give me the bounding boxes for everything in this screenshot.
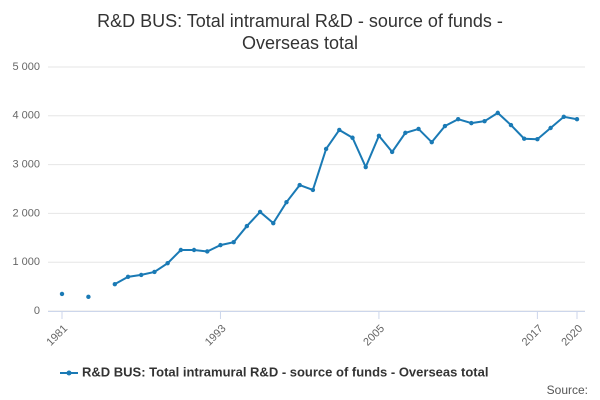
y-tick-label: 4 000: [12, 110, 40, 122]
point: [139, 272, 144, 278]
x-tick-label: 2005: [361, 323, 387, 349]
point: [165, 260, 170, 266]
point: [244, 223, 250, 229]
point: [350, 135, 355, 140]
x-tick-label: 1981: [44, 323, 70, 349]
y-tick-label: 0: [34, 305, 40, 317]
point: [152, 269, 157, 275]
series-line: [114, 111, 578, 286]
point: [86, 294, 91, 300]
y-tick-label: 3 000: [12, 159, 40, 171]
point: [112, 281, 118, 287]
point: [297, 182, 302, 188]
point: [561, 114, 566, 119]
point: [548, 125, 553, 131]
point: [403, 130, 408, 136]
point: [574, 117, 580, 122]
point: [363, 164, 368, 170]
point: [455, 117, 461, 122]
point: [521, 136, 527, 141]
legend-label: R&D BUS: Total intramural R&D - source o…: [82, 364, 488, 379]
point: [389, 149, 395, 155]
chart-title: R&D BUS: Total intramural R&D - source o…: [97, 11, 503, 53]
point: [284, 199, 289, 205]
point: [482, 118, 487, 124]
point: [495, 110, 500, 116]
point: [535, 137, 540, 142]
point: [442, 123, 448, 129]
point: [337, 127, 342, 133]
y-tick-label: 1 000: [12, 256, 40, 268]
point: [59, 291, 65, 297]
point: [271, 220, 276, 226]
source: Source:: [547, 383, 588, 397]
y-tick-label: 5 000: [12, 61, 40, 73]
point: [125, 274, 131, 280]
point: [205, 249, 210, 254]
point: [178, 247, 184, 253]
x-tick-label: 2017: [520, 323, 546, 349]
point: [231, 239, 236, 245]
point: [508, 122, 514, 128]
point: [429, 139, 434, 145]
point: [323, 146, 329, 152]
point: [257, 209, 263, 215]
point: [310, 187, 316, 193]
point: [376, 133, 382, 139]
y-tick-label: 2 000: [12, 207, 40, 219]
legend-marker: [66, 370, 72, 376]
x-tick-label: 2020: [559, 323, 585, 349]
x-tick-label: 1993: [203, 323, 229, 349]
point: [191, 247, 197, 253]
point: [218, 242, 223, 248]
point: [416, 126, 421, 132]
point: [469, 120, 474, 126]
